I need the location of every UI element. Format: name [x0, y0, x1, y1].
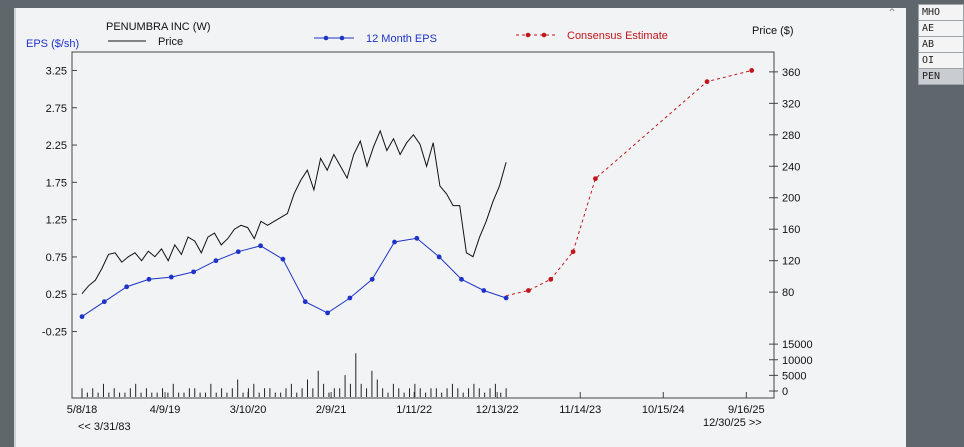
eps-legend-label: 12 Month EPS [366, 33, 437, 45]
left-tick-label: 0.25 [46, 289, 67, 301]
ticker-item-mho[interactable]: MHO [918, 4, 964, 21]
right-tick-label: 360 [782, 67, 800, 79]
left-tick-label: -0.25 [42, 327, 67, 339]
ticker-item-ab[interactable]: AB [918, 37, 964, 53]
range-start-label[interactable]: << 3/31/83 [78, 421, 131, 433]
right-tick-label: 80 [782, 287, 794, 299]
ticker-item-oi[interactable]: OI [918, 53, 964, 69]
volume-tick-label: 0 [782, 386, 788, 398]
x-tick-label: 3/10/20 [230, 404, 267, 416]
consensus-point [570, 249, 576, 255]
left-axis-label: EPS ($/sh) [26, 38, 79, 50]
consensus-point [526, 288, 531, 293]
eps-point [347, 295, 353, 301]
price-legend-label: Price [158, 36, 183, 48]
left-tick-label: 2.75 [46, 103, 67, 115]
left-tick-label: 1.25 [46, 215, 67, 227]
left-tick-label: 3.25 [46, 65, 67, 77]
eps-points [79, 235, 509, 320]
eps-point [79, 314, 85, 320]
eps-legend-swatch [314, 35, 354, 41]
right-tick-label: 240 [782, 161, 800, 173]
eps-point [213, 258, 219, 264]
chevron-up-icon[interactable]: ⌃ [886, 6, 898, 20]
price-eps-chart: PENUMBRA INC (W) Price 12 Month EPS Cons… [26, 21, 813, 433]
eps-point [481, 288, 487, 293]
eps-point [302, 299, 308, 305]
volume-tick-label: 15000 [782, 339, 813, 351]
eps-point [392, 239, 397, 245]
consensus-legend-swatch [516, 32, 556, 38]
right-axis-label: Price ($) [752, 25, 794, 37]
x-axis-ticks: 5/8/18 4/9/19 3/10/20 2/9/21 1/11/22 12/13/22… [67, 392, 765, 416]
right-tick-label: 280 [782, 130, 800, 142]
eps-point [369, 276, 375, 282]
left-tick-label: 0.75 [46, 252, 67, 264]
left-tick-label: 2.25 [46, 140, 67, 152]
price-line [81, 129, 507, 295]
eps-point [503, 295, 509, 301]
x-tick-label: 11/14/23 [559, 404, 601, 416]
consensus-point [704, 79, 710, 85]
eps-point [280, 256, 286, 262]
volume-bars [81, 353, 507, 397]
ticker-item-ae[interactable]: AE [918, 21, 964, 37]
left-tick-label: 1.75 [46, 177, 67, 189]
right-tick-label: 120 [782, 256, 800, 268]
eps-point [414, 235, 420, 241]
right-tick-label: 320 [782, 98, 800, 110]
eps-point [124, 284, 130, 290]
plot-frame [71, 51, 775, 399]
eps-point [191, 269, 197, 275]
eps-line [81, 237, 507, 318]
consensus-point [593, 176, 598, 182]
x-tick-label: 1/11/22 [396, 404, 432, 416]
eps-point [235, 249, 241, 255]
range-end-label[interactable]: 12/30/25 >> [703, 417, 762, 429]
eps-point [146, 276, 152, 282]
right-tick-label: 200 [782, 193, 800, 205]
volume-tick-label: 5000 [782, 370, 806, 382]
right-axis-ticks: 360 320 280 240 200 160 120 80 [769, 67, 800, 299]
eps-point [436, 254, 442, 260]
volume-axis-ticks: 15000 10000 5000 0 [769, 339, 813, 398]
eps-point [168, 274, 174, 280]
x-tick-label: 4/9/19 [150, 404, 181, 416]
x-tick-label: 10/15/24 [642, 404, 685, 416]
eps-point [101, 299, 107, 305]
ticker-list: MHO AE AB OI PEN [918, 4, 964, 85]
x-tick-label: 2/9/21 [316, 404, 347, 416]
consensus-point [548, 276, 554, 282]
left-axis-ticks: 3.25 2.75 2.25 1.75 1.25 0.75 0.25 -0.25 [42, 65, 77, 339]
consensus-point [749, 68, 755, 73]
x-tick-label: 12/13/22 [476, 404, 519, 416]
ticker-item-pen[interactable]: PEN [918, 69, 964, 85]
eps-point [459, 276, 464, 282]
eps-point [325, 310, 330, 316]
chart-panel: PENUMBRA INC (W) Price 12 Month EPS Cons… [14, 8, 906, 447]
consensus-line [505, 70, 752, 297]
chart-title: PENUMBRA INC (W) [106, 21, 211, 33]
eps-point [258, 243, 263, 249]
consensus-legend-label: Consensus Estimate [567, 30, 668, 42]
right-tick-label: 160 [782, 224, 800, 236]
x-tick-label: 9/16/25 [728, 404, 765, 416]
x-tick-label: 5/8/18 [67, 404, 98, 416]
volume-tick-label: 10000 [782, 355, 813, 367]
consensus-points [526, 68, 755, 293]
